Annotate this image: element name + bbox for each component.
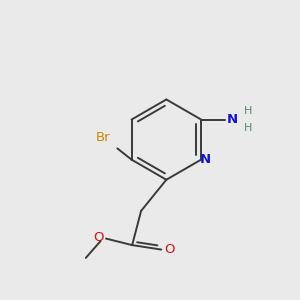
Text: H: H bbox=[244, 106, 252, 116]
Text: N: N bbox=[200, 153, 211, 166]
Text: N: N bbox=[227, 113, 238, 126]
Text: O: O bbox=[93, 231, 104, 244]
Text: O: O bbox=[164, 243, 175, 256]
Text: H: H bbox=[244, 123, 252, 133]
Text: Br: Br bbox=[96, 131, 111, 144]
